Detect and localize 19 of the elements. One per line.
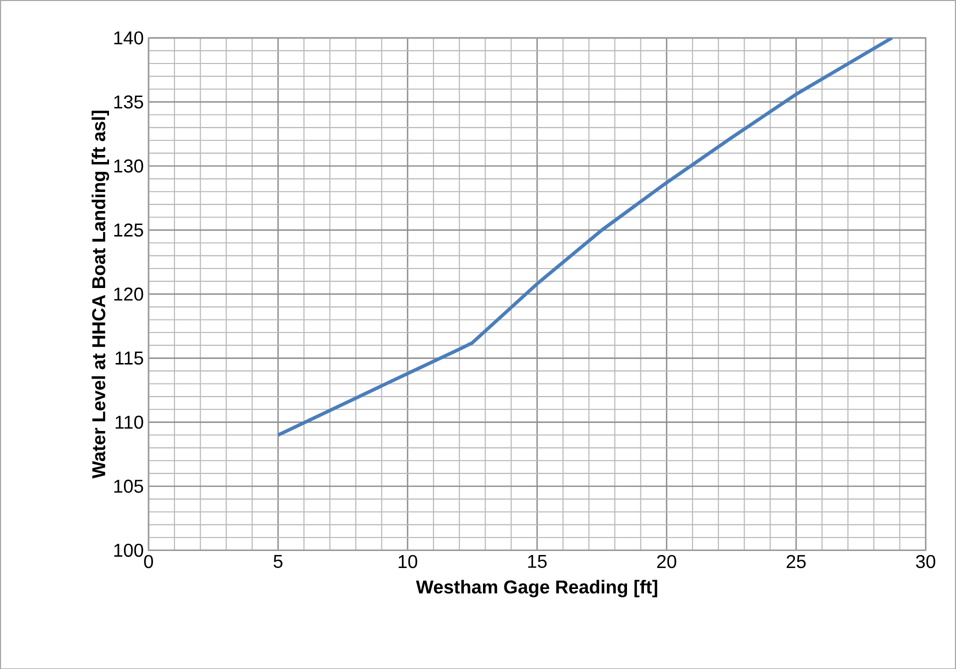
y-tick-label: 125 — [114, 223, 144, 236]
x-tick-label: 10 — [398, 554, 418, 568]
y-tick-label: 120 — [114, 287, 144, 300]
x-tick-label: 0 — [144, 554, 154, 568]
x-tick-label: 15 — [528, 554, 547, 568]
y-tick-label: 130 — [114, 159, 144, 172]
x-tick-label: 30 — [916, 554, 936, 568]
y-tick-label: 115 — [116, 351, 144, 364]
y-tick-label: 135 — [114, 95, 144, 108]
x-tick-label: 5 — [274, 554, 282, 568]
y-axis-title: Water Level at HHCA Boat Landing [ft asl] — [92, 110, 110, 478]
y-tick-label: 100 — [114, 544, 144, 557]
line-series — [276, 38, 894, 437]
x-tick-label: 20 — [657, 554, 676, 568]
x-tick-label: 25 — [786, 554, 806, 568]
y-tick-label: 105 — [114, 479, 144, 493]
y-tick-label: 140 — [114, 31, 144, 44]
y-tick-label: 110 — [116, 415, 144, 429]
x-axis-title: Westham Gage Reading [ft] — [416, 580, 658, 598]
